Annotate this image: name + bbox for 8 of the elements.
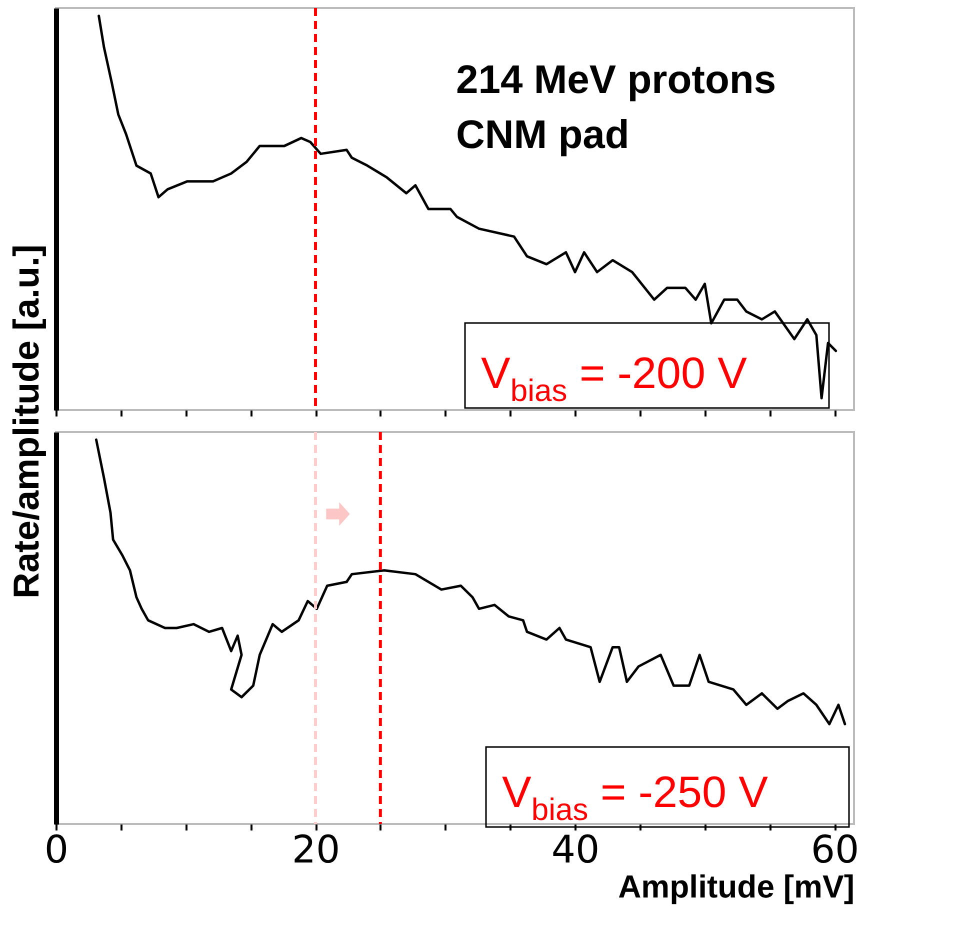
x-tick-label: 0 (44, 828, 69, 872)
x-axis-title: Amplitude [mV] (618, 868, 854, 904)
y-axis-title: Rate/amplitude [a.u.] (6, 244, 46, 599)
x-tick-label: 20 (292, 828, 340, 872)
x-tick-label: 40 (551, 828, 600, 872)
x-tick-label: 60 (810, 828, 860, 872)
annotation: 214 MeV protons (456, 58, 776, 102)
annotation: CNM pad (456, 113, 630, 157)
